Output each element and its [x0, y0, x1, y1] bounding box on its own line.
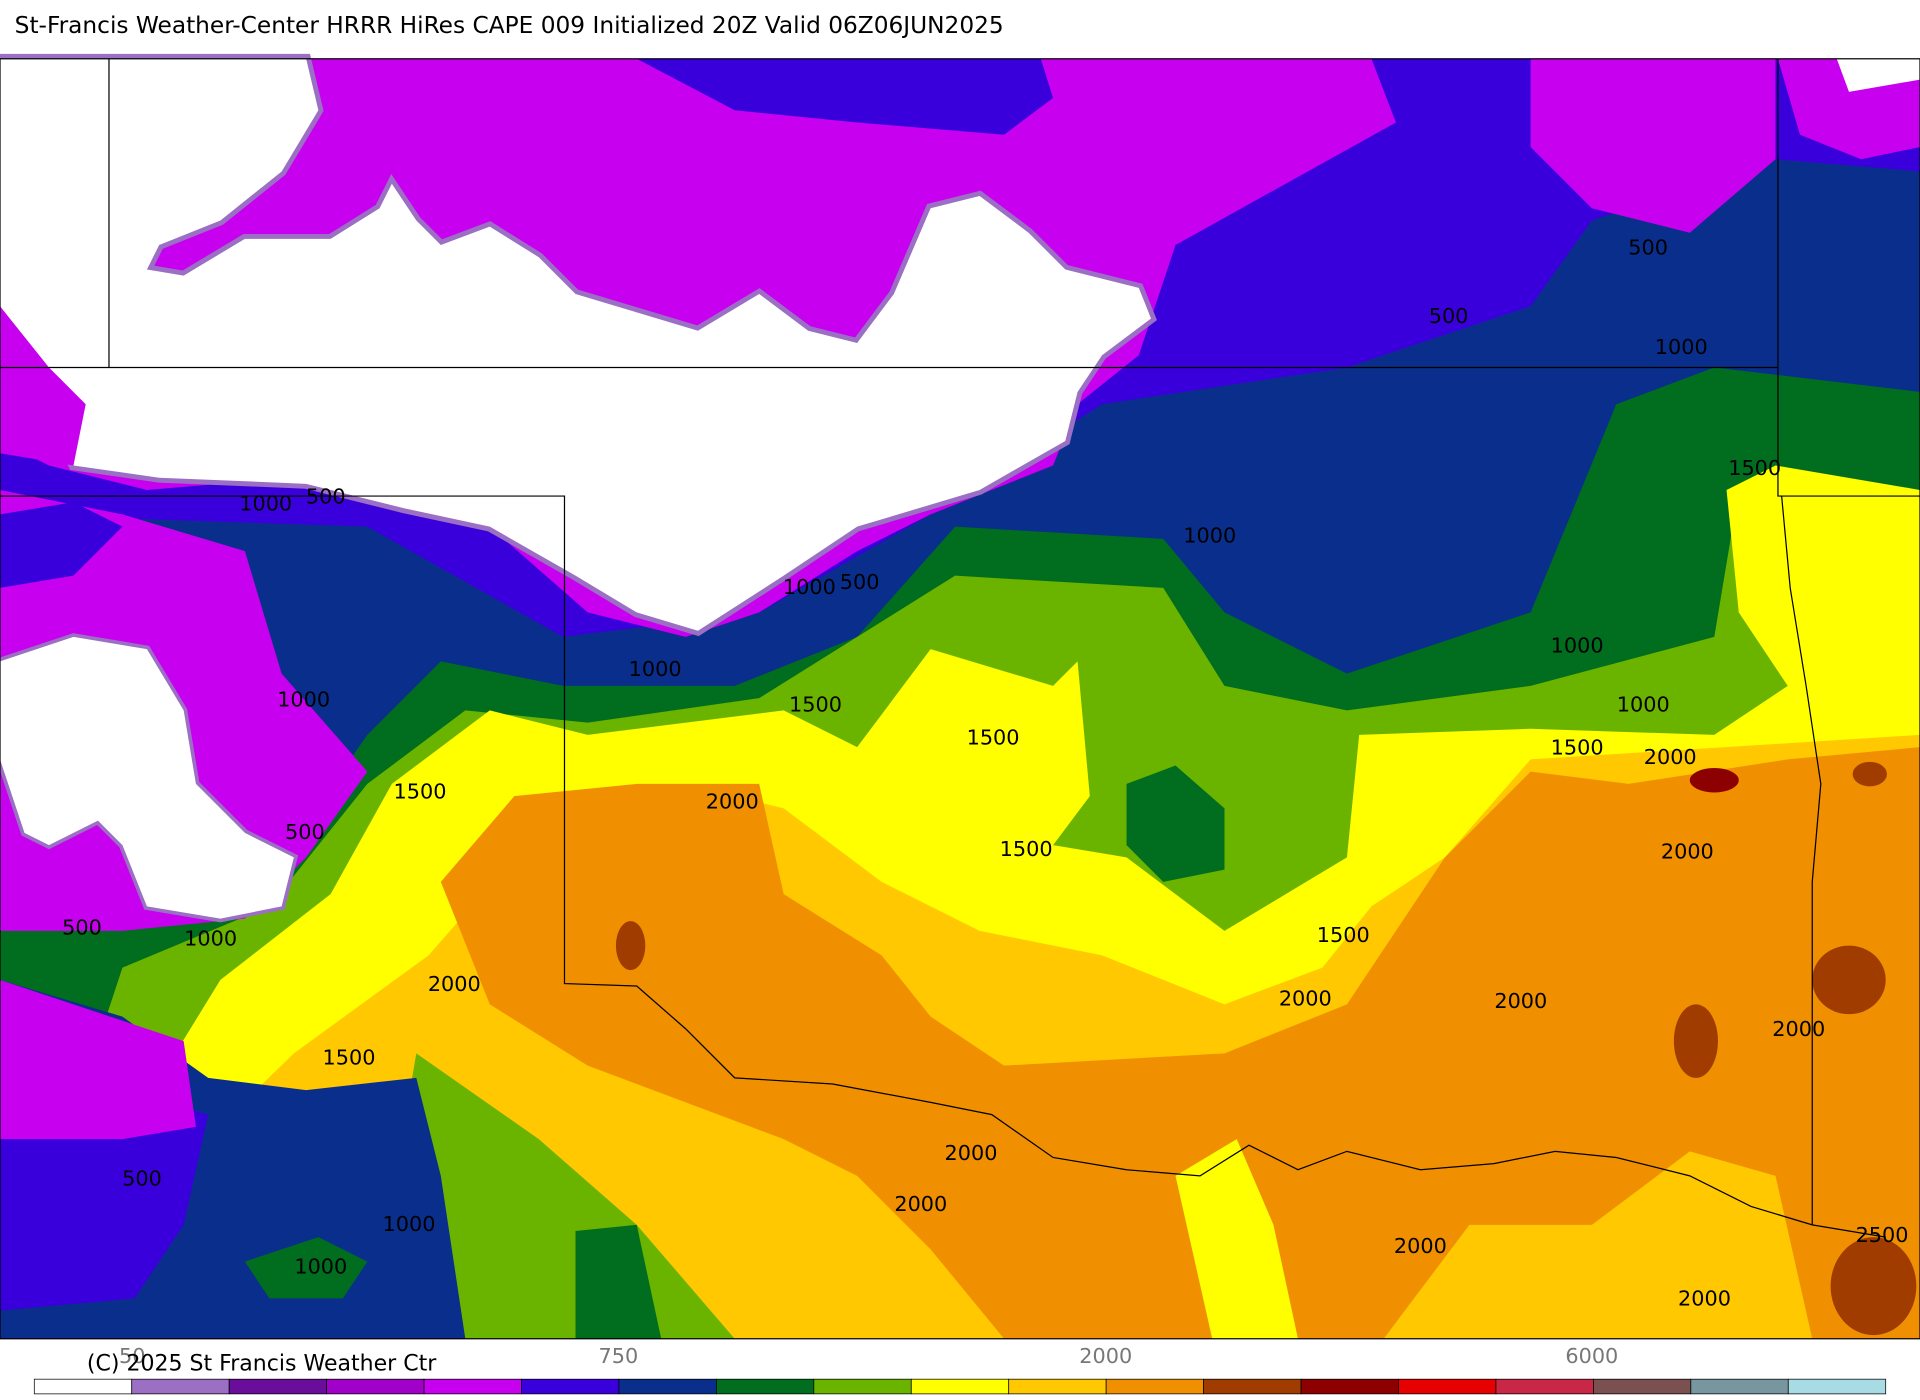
colorbar-swatch	[1203, 1378, 1302, 1395]
contour-label: 2000	[945, 1141, 998, 1165]
contour-label: 500	[1429, 304, 1469, 328]
contour-label: 2000	[1661, 839, 1714, 863]
colorbar-swatch	[1690, 1378, 1789, 1395]
contour-label: 2000	[1644, 745, 1697, 769]
colorbar-swatch	[1300, 1378, 1399, 1395]
contour-label: 500	[285, 820, 325, 844]
contour-label: 500	[840, 570, 880, 594]
colorbar-swatch	[1593, 1378, 1692, 1395]
copyright: (C) 2025 St Francis Weather Ctr	[87, 1351, 437, 1376]
colorbar-label: 2000	[1079, 1344, 1132, 1368]
contour-label: 1500	[1000, 837, 1053, 861]
contour-label: 500	[62, 915, 102, 939]
contour-label: 1000	[1617, 693, 1670, 717]
colorbar-swatch	[1398, 1378, 1497, 1395]
colorbar: 50 750 2000 6000	[33, 1344, 1887, 1395]
contour-label: 1000	[1551, 634, 1604, 658]
contour-label: 500	[1628, 236, 1668, 260]
colorbar-label: 6000	[1565, 1344, 1618, 1368]
contour-label: 500	[306, 484, 346, 508]
colorbar-swatch	[326, 1378, 425, 1395]
colorbar-swatch	[228, 1378, 327, 1395]
contour-label: 1000	[239, 492, 292, 516]
contour-label: 2000	[1279, 986, 1332, 1010]
contour-label: 1500	[323, 1045, 376, 1069]
contour-label: 1500	[1551, 735, 1604, 759]
colorbar-swatch	[813, 1378, 912, 1395]
contour-label: 2000	[1494, 989, 1547, 1013]
colorbar-swatch	[716, 1378, 815, 1395]
contour-label: 1500	[789, 693, 842, 717]
contour-label: 2000	[894, 1192, 947, 1216]
colorbar-swatch	[1105, 1378, 1204, 1395]
title: St-Francis Weather-Center HRRR HiRes CAP…	[15, 12, 1004, 39]
colorbar-swatch	[33, 1378, 133, 1395]
contour-label: 1500	[1317, 923, 1370, 947]
map-area	[0, 53, 1920, 1340]
contour-label: 2000	[428, 972, 481, 996]
contour-label: 500	[122, 1167, 162, 1191]
contour-label: 1000	[1655, 335, 1708, 359]
colorbar-swatch	[1008, 1378, 1107, 1395]
colorbar-swatch	[910, 1378, 1010, 1395]
colorbar-swatch	[521, 1378, 620, 1395]
colorbar-label: 50	[119, 1344, 145, 1368]
colorbar-swatch	[1495, 1378, 1594, 1395]
contour-label: 1000	[629, 657, 682, 681]
contour-label: 1000	[184, 926, 237, 950]
contour-label: 1500	[1728, 456, 1781, 480]
contour-label: 2000	[1678, 1287, 1731, 1311]
colorbar-label: 750	[599, 1344, 639, 1368]
contour-label: 1500	[967, 726, 1020, 750]
colorbar-swatch	[618, 1378, 717, 1395]
contour-label: 2000	[706, 789, 759, 813]
colorbar-swatch	[131, 1378, 230, 1395]
contour-label: 2500	[1856, 1223, 1909, 1247]
contour-label: 2000	[1772, 1017, 1825, 1041]
contour-label: 1000	[383, 1212, 436, 1236]
contour-label: 1000	[277, 688, 330, 712]
contour-label: 1500	[394, 779, 447, 803]
contour-label: 1000	[294, 1255, 347, 1279]
colorbar-swatch	[1787, 1378, 1887, 1395]
contour-label: 1000	[1183, 523, 1236, 547]
contour-label: 1000	[783, 575, 836, 599]
contour-label: 2000	[1394, 1234, 1447, 1258]
colorbar-swatch	[423, 1378, 522, 1395]
